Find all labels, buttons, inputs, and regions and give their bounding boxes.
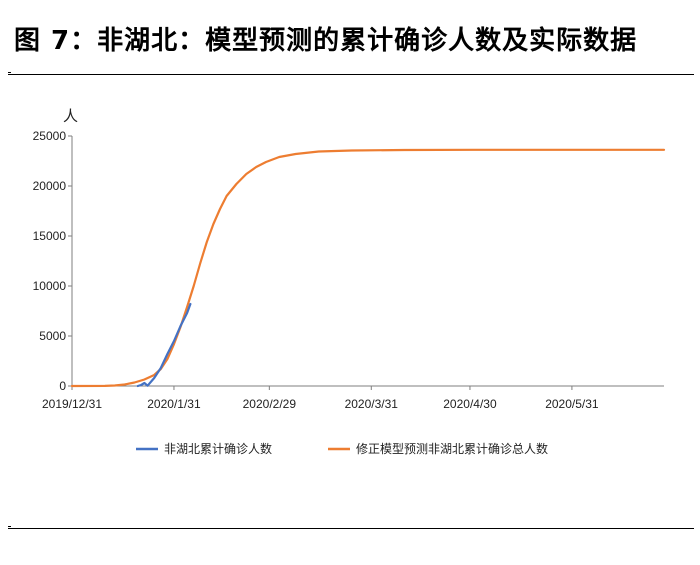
y-axis-label: 人 <box>63 107 78 125</box>
y-tick-label: 15000 <box>33 229 67 243</box>
x-tick-label: 2020/2/29 <box>243 397 297 411</box>
legend-item-model-label: 修正模型预测非湖北累计确诊总人数 <box>356 441 548 456</box>
x-tick-label: 2019/12/31 <box>42 397 102 411</box>
bottom-rule <box>8 528 694 529</box>
top-rule <box>8 74 694 75</box>
legend-item-actual-label: 非湖北累计确诊人数 <box>164 441 272 456</box>
y-tick-label: 25000 <box>33 129 67 143</box>
rule-tick-bottom <box>8 526 11 527</box>
y-tick-label: 20000 <box>33 179 67 193</box>
x-tick-label: 2020/5/31 <box>545 397 599 411</box>
series-line-model <box>70 148 666 388</box>
chart-axes: 0 5000 10000 15000 20000 25000 人 2019/12/31 2020… <box>33 107 664 411</box>
chart-series <box>70 148 666 388</box>
chart-legend: 非湖北累计确诊人数 修正模型预测非湖北累计确诊总人数 <box>136 441 548 456</box>
y-tick-label: 5000 <box>39 329 66 343</box>
x-tick-label: 2020/1/31 <box>147 397 201 411</box>
rule-tick-top <box>8 72 11 73</box>
x-tick-label: 2020/4/30 <box>443 397 497 411</box>
y-tick-label: 10000 <box>33 279 67 293</box>
y-tick-label: 0 <box>59 379 66 393</box>
x-tick-label: 2020/3/31 <box>345 397 399 411</box>
figure-title: 图 7：非湖北：模型预测的累计确诊人数及实际数据 <box>14 26 638 56</box>
series-line-actual <box>136 302 192 388</box>
